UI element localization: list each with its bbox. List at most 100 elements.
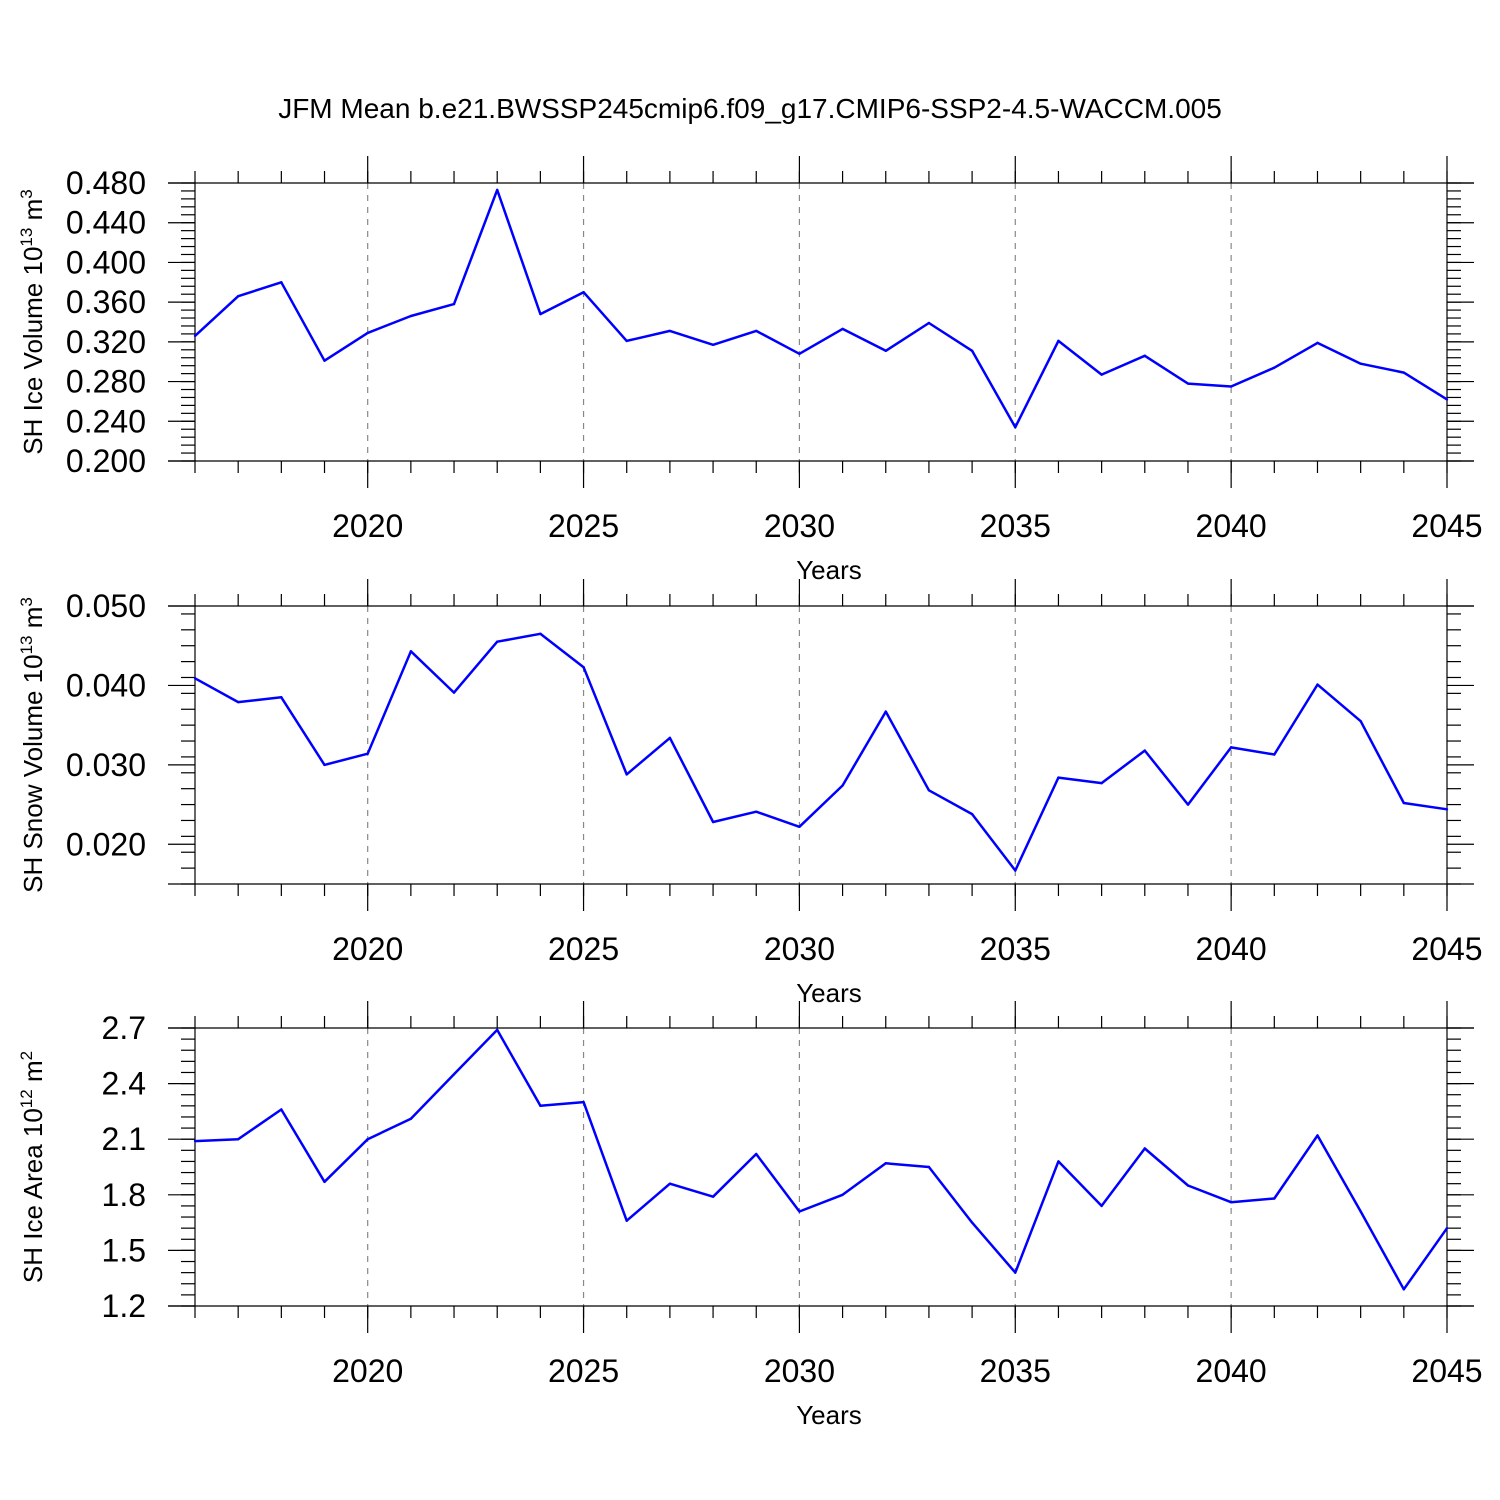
x-axis-title: Years	[796, 555, 862, 585]
data-point	[927, 321, 931, 325]
data-point	[193, 677, 197, 680]
x-tick-label: 2025	[548, 931, 619, 967]
data-point	[1316, 341, 1319, 345]
y-tick-label: 0.400	[66, 244, 146, 280]
data-point	[323, 359, 326, 362]
data-point	[193, 334, 197, 338]
data-point	[1359, 719, 1362, 723]
y-tick-label: 0.480	[66, 165, 146, 201]
data-point	[1402, 371, 1406, 374]
y-axis-title: SH Ice Area 1012 m2	[17, 1051, 48, 1283]
x-tick-label: 2035	[980, 1353, 1051, 1389]
data-point	[711, 343, 715, 347]
data-point	[496, 640, 499, 643]
data-point	[755, 329, 758, 333]
y-tick-label: 1.2	[102, 1288, 146, 1324]
data-point	[1273, 753, 1276, 756]
data-point	[1014, 1271, 1017, 1274]
data-point	[1100, 1204, 1103, 1208]
x-axis-title: Years	[796, 978, 862, 1008]
data-point	[668, 1182, 672, 1185]
data-point	[841, 327, 844, 331]
y-tick-label: 2.7	[102, 1010, 146, 1046]
data-point	[366, 331, 369, 335]
data-point	[582, 291, 585, 294]
data-point	[236, 294, 240, 298]
x-tick-label: 2045	[1411, 1353, 1482, 1389]
data-point	[668, 736, 672, 740]
y-tick-label: 0.360	[66, 284, 146, 320]
data-point	[1316, 683, 1319, 686]
data-point	[280, 1108, 283, 1111]
data-point	[798, 825, 801, 829]
data-point	[798, 1210, 801, 1213]
chart-title: JFM Mean b.e21.BWSSP245cmip6.f09_g17.CMI…	[278, 93, 1222, 124]
y-axis-title: SH Snow Volume 1013 m3	[17, 597, 48, 893]
data-point	[366, 752, 369, 755]
data-point	[625, 339, 628, 343]
data-point	[280, 696, 283, 699]
data-point	[884, 349, 887, 352]
x-tick-label: 2030	[764, 508, 835, 544]
data-point	[1229, 1201, 1233, 1204]
data-point	[625, 773, 628, 776]
x-axis-title: Years	[796, 1400, 862, 1430]
y-tick-label: 0.440	[66, 205, 146, 241]
data-point	[409, 1117, 413, 1121]
y-tick-label: 1.8	[102, 1177, 146, 1213]
x-tick-label: 2020	[332, 508, 403, 544]
x-tick-label: 2025	[548, 508, 619, 544]
data-point	[1143, 749, 1146, 752]
chart-panel-3: 1.2 1.5 1.8 2.1 2.4 2.7 2020 2025 2030 2035 2040 20…	[17, 1001, 1483, 1430]
data-point	[1014, 426, 1017, 429]
data-point	[927, 1165, 931, 1169]
data-point	[1143, 354, 1146, 357]
data-point	[1100, 781, 1103, 785]
data-point	[539, 632, 542, 635]
data-point	[1057, 1160, 1060, 1163]
x-tick-label: 2030	[764, 931, 835, 967]
data-point	[582, 1100, 585, 1104]
y-tick-label: 0.020	[66, 826, 146, 862]
data-point	[1057, 776, 1060, 779]
data-point	[1359, 1210, 1362, 1213]
data-point	[1229, 385, 1233, 388]
series-line	[194, 188, 1448, 429]
data-point	[193, 1139, 197, 1143]
data-point	[755, 1152, 758, 1156]
y-axis-title: SH Ice Volume 1013 m3	[17, 189, 48, 454]
y-tick-label: 0.200	[66, 443, 146, 479]
data-point	[1186, 1184, 1190, 1187]
data-point	[1143, 1147, 1146, 1150]
y-tick-label: 1.5	[102, 1232, 146, 1268]
data-point	[884, 1162, 887, 1165]
data-point	[1445, 808, 1449, 811]
x-tick-label: 2035	[980, 508, 1051, 544]
data-point	[1186, 382, 1190, 385]
y-tick-label: 2.4	[102, 1066, 146, 1102]
data-point	[409, 650, 413, 653]
data-point	[1229, 746, 1233, 749]
data-point	[1273, 366, 1276, 369]
data-point	[1402, 1288, 1406, 1291]
data-point	[539, 312, 542, 316]
data-point	[280, 281, 283, 284]
data-point	[1273, 1197, 1276, 1200]
x-tick-label: 2025	[548, 1353, 619, 1389]
data-point	[496, 188, 499, 192]
y-tick-label: 0.280	[66, 364, 146, 400]
data-point	[366, 1138, 369, 1141]
data-point	[1057, 339, 1060, 343]
x-tick-label: 2040	[1196, 931, 1267, 967]
series-line	[194, 632, 1448, 872]
data-point	[409, 314, 413, 318]
data-point	[755, 810, 758, 813]
data-point	[711, 820, 715, 824]
y-tick-label: 0.030	[66, 747, 146, 783]
data-point	[711, 1195, 715, 1198]
data-point	[1445, 398, 1449, 401]
data-point	[625, 1219, 628, 1222]
data-point	[927, 789, 931, 792]
